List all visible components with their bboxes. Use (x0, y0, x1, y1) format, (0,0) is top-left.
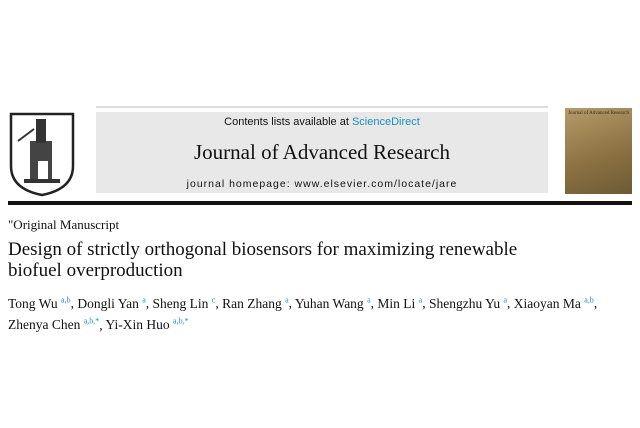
journal-cover-image: Journal of Advanced Research (565, 108, 632, 194)
author-name[interactable]: Min Li (377, 295, 419, 311)
author[interactable]: Yi-Xin Huo a,b,* (105, 316, 189, 333)
journal-homepage[interactable]: journal homepage: www.elsevier.com/locat… (186, 178, 458, 190)
university-logo-icon (9, 112, 75, 197)
author-affiliation[interactable]: a (418, 295, 423, 304)
article-type: "Original Manuscript (8, 217, 120, 232)
author-affiliation[interactable]: a,b,* (173, 316, 189, 326)
author-affiliation[interactable]: a,b (61, 295, 71, 304)
author-name[interactable]: Yi-Xin Huo (105, 317, 174, 332)
contents-line: Contents lists available at ScienceDirec… (96, 116, 548, 128)
journal-banner: Contents lists available at ScienceDirec… (96, 112, 548, 193)
author-affiliation[interactable]: a,b,* (83, 316, 100, 326)
author-name[interactable]: Xiaoyan Ma (513, 295, 585, 311)
author-affiliation[interactable]: a (285, 295, 289, 304)
cover-title: Journal of Advanced Research (568, 111, 629, 116)
author[interactable]: Shengzhu Yu a (428, 295, 508, 311)
author[interactable]: Ran Zhang a (222, 295, 289, 311)
author[interactable]: Dongli Yan a (77, 295, 146, 311)
author[interactable]: Zhenya Chen a,b,* (8, 316, 100, 333)
journal-title: Journal of Advanced Research (194, 140, 450, 164)
author-affiliation[interactable]: a (367, 295, 371, 304)
author[interactable]: Tong Wu a,b (8, 295, 71, 311)
author-affiliation[interactable]: a (503, 295, 508, 304)
author-name[interactable]: Tong Wu (8, 295, 62, 311)
author-name[interactable]: Sheng Lin (152, 295, 212, 311)
author-name[interactable]: Yuhan Wang (294, 295, 368, 311)
author[interactable]: Min Li a (377, 295, 423, 311)
author-affiliation[interactable]: a (142, 295, 146, 304)
author[interactable]: Yuhan Wang a (294, 295, 371, 311)
author[interactable]: Xiaoyan Ma a,b (513, 295, 594, 311)
author-affiliation[interactable]: c (211, 295, 216, 304)
author-name[interactable]: Ran Zhang (222, 295, 286, 311)
top-divider (96, 106, 548, 108)
article-title: Design of strictly orthogonal biosensors… (8, 239, 518, 281)
author-list: Tong Wu a,b, Dongli Yan a, Sheng Lin c, … (8, 295, 598, 333)
sciencedirect-link[interactable]: ScienceDirect (351, 116, 420, 128)
author-name[interactable]: Dongli Yan (77, 295, 143, 311)
author-name[interactable]: Zhenya Chen (8, 317, 84, 332)
author[interactable]: Sheng Lin c (152, 295, 216, 311)
contents-text: Contents lists available at (224, 116, 352, 128)
author-name[interactable]: Shengzhu Yu (428, 295, 504, 311)
header-rule (8, 201, 632, 205)
author-affiliation[interactable]: a,b (584, 295, 594, 304)
